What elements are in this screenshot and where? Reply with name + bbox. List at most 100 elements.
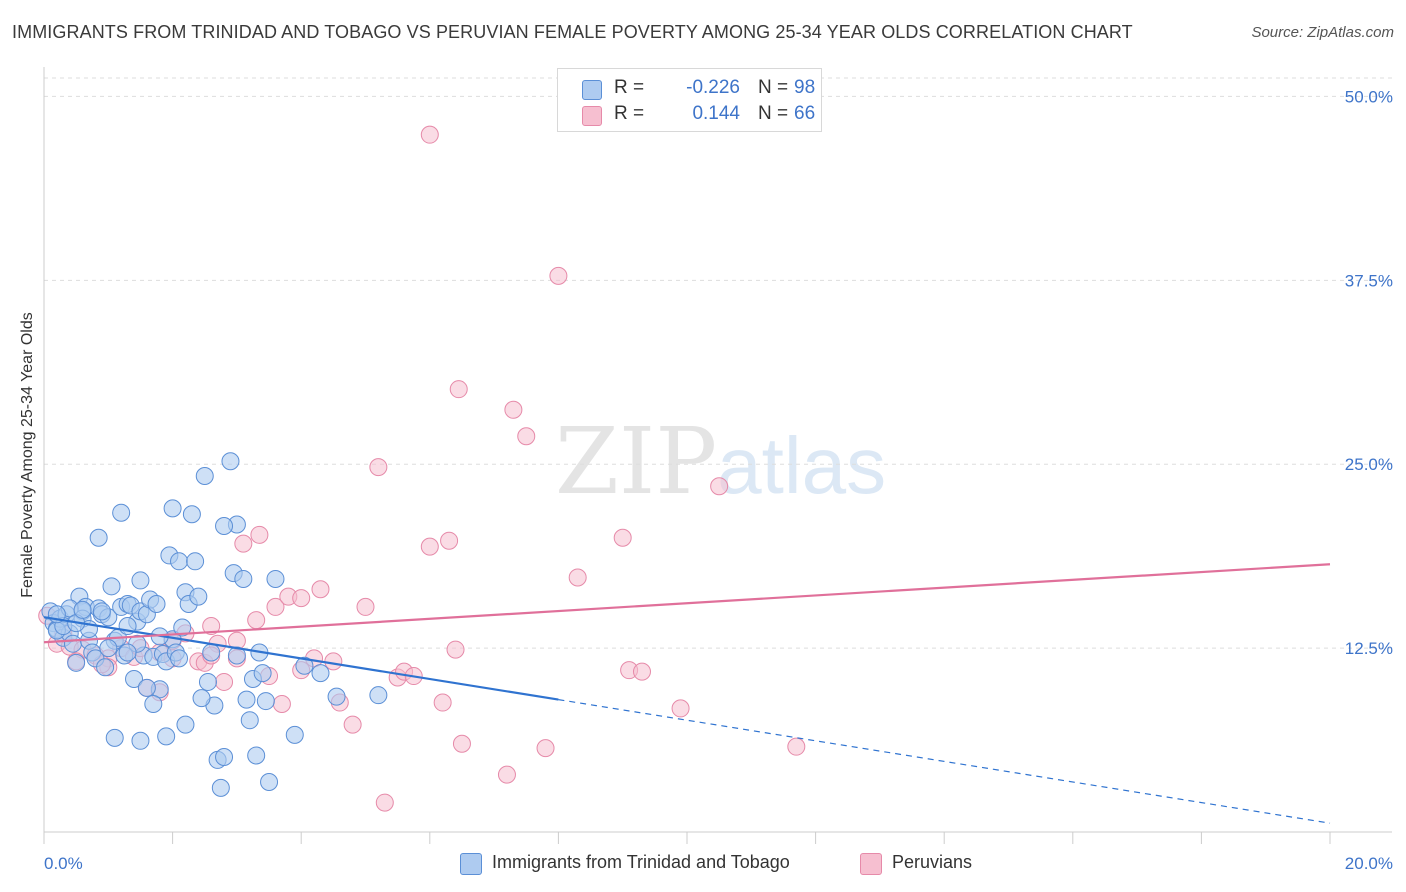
data-point-peruvians	[549, 266, 568, 285]
data-point-trinidad	[240, 711, 259, 730]
data-point-trinidad	[182, 505, 201, 524]
trend-lines	[43, 563, 1331, 824]
data-point-trinidad	[195, 466, 214, 485]
data-point-trinidad	[253, 664, 272, 683]
legend-r-value-peruvians: 0.144	[692, 103, 740, 124]
data-point-peruvians	[787, 737, 806, 756]
legend-n-label: N =	[758, 103, 789, 124]
data-point-peruvians	[375, 793, 394, 812]
correlation-legend: R = -0.226 N = 98 R = 0.144 N = 66	[557, 68, 822, 132]
x-tick-label: 20.0%	[1345, 854, 1393, 873]
data-point-peruvians	[497, 765, 516, 784]
data-point-peruvians	[250, 525, 269, 544]
data-point-peruvians	[356, 597, 375, 616]
legend-r-label: R =	[614, 77, 645, 98]
data-point-peruvians	[671, 699, 690, 718]
data-point-trinidad	[311, 664, 330, 683]
legend-n-value-trinidad: 98	[794, 77, 816, 98]
data-point-trinidad	[260, 772, 279, 791]
watermark-atlas: atlas	[717, 421, 887, 510]
data-point-peruvians	[311, 580, 330, 599]
legend-n-label: N =	[758, 77, 789, 98]
trend-line-peruvians	[43, 563, 1331, 644]
data-point-trinidad	[186, 552, 205, 571]
chart-title: IMMIGRANTS FROM TRINIDAD AND TOBAGO VS P…	[12, 22, 1133, 42]
data-point-trinidad	[173, 618, 192, 637]
legend-swatch-peruvians	[582, 106, 602, 126]
data-point-trinidad	[118, 643, 137, 662]
data-point-peruvians	[215, 672, 234, 691]
data-point-trinidad	[234, 569, 253, 588]
data-point-peruvians	[613, 528, 632, 547]
data-point-trinidad	[215, 517, 234, 535]
data-point-trinidad	[92, 602, 111, 621]
data-point-trinidad	[112, 503, 131, 522]
data-point-trinidad	[73, 600, 92, 619]
data-point-peruvians	[234, 534, 253, 553]
data-point-trinidad	[369, 686, 388, 705]
data-point-peruvians	[504, 400, 523, 419]
data-point-trinidad	[211, 778, 230, 797]
data-point-trinidad	[327, 687, 346, 706]
trinidad-points	[41, 452, 388, 797]
axes	[43, 67, 1392, 844]
data-point-trinidad	[157, 727, 176, 746]
data-point-trinidad	[163, 499, 182, 518]
y-tick-label: 37.5%	[1345, 271, 1393, 290]
data-point-trinidad	[247, 746, 266, 765]
data-point-trinidad	[192, 689, 211, 708]
data-point-trinidad	[189, 587, 208, 606]
tick-labels: 12.5% 25.0% 37.5% 50.0% 0.0% 20.0%	[44, 87, 1393, 873]
data-point-trinidad	[144, 695, 163, 714]
y-tick-label: 12.5%	[1345, 639, 1393, 658]
data-point-trinidad	[131, 731, 150, 750]
data-point-trinidad	[227, 646, 246, 665]
source-label: Source: ZipAtlas.com	[1251, 24, 1394, 41]
data-point-trinidad	[137, 678, 156, 697]
bottom-legend-swatch-peruvians	[860, 853, 882, 875]
data-point-peruvians	[440, 531, 459, 550]
trend-line-trinidad	[43, 616, 559, 701]
grid-lines	[44, 77, 1392, 649]
data-point-trinidad	[170, 649, 189, 668]
data-point-trinidad	[125, 670, 144, 688]
data-point-peruvians	[452, 734, 471, 753]
y-tick-label: 25.0%	[1345, 455, 1393, 474]
y-tick-label: 50.0%	[1345, 87, 1393, 106]
data-point-peruvians	[446, 640, 465, 659]
data-point-trinidad	[89, 528, 108, 547]
x-tick-label: 0.0%	[44, 854, 83, 873]
legend-n-value-peruvians: 66	[794, 103, 816, 124]
data-point-peruvians	[202, 617, 221, 636]
watermark: ZIPatlas	[555, 408, 886, 515]
data-point-peruvians	[247, 611, 266, 630]
legend-swatch-trinidad	[582, 80, 602, 100]
data-point-trinidad	[256, 692, 275, 711]
data-point-peruvians	[710, 477, 729, 496]
data-point-trinidad	[99, 639, 118, 658]
data-point-peruvians	[420, 537, 439, 556]
data-point-trinidad	[147, 594, 166, 613]
data-point-trinidad	[102, 577, 121, 596]
data-point-peruvians	[343, 715, 362, 734]
data-point-peruvians	[449, 380, 468, 399]
data-point-peruvians	[324, 652, 343, 671]
data-point-trinidad	[131, 571, 150, 590]
data-point-peruvians	[632, 662, 651, 681]
data-point-trinidad	[237, 690, 256, 709]
data-point-trinidad	[63, 634, 82, 653]
data-point-trinidad	[105, 728, 124, 747]
legend-r-value-trinidad: -0.226	[686, 77, 740, 98]
data-point-peruvians	[536, 739, 555, 758]
data-point-peruvians	[292, 589, 311, 608]
data-point-trinidad	[202, 643, 221, 662]
bottom-legend-label-peruvians: Peruvians	[892, 852, 973, 872]
data-point-peruvians	[369, 458, 388, 477]
data-point-peruvians	[272, 695, 291, 714]
bottom-legend-swatch-trinidad	[460, 853, 482, 875]
legend-r-label: R =	[614, 103, 645, 124]
data-point-trinidad	[266, 569, 285, 588]
data-point-trinidad	[215, 747, 234, 766]
data-point-trinidad	[176, 715, 195, 734]
